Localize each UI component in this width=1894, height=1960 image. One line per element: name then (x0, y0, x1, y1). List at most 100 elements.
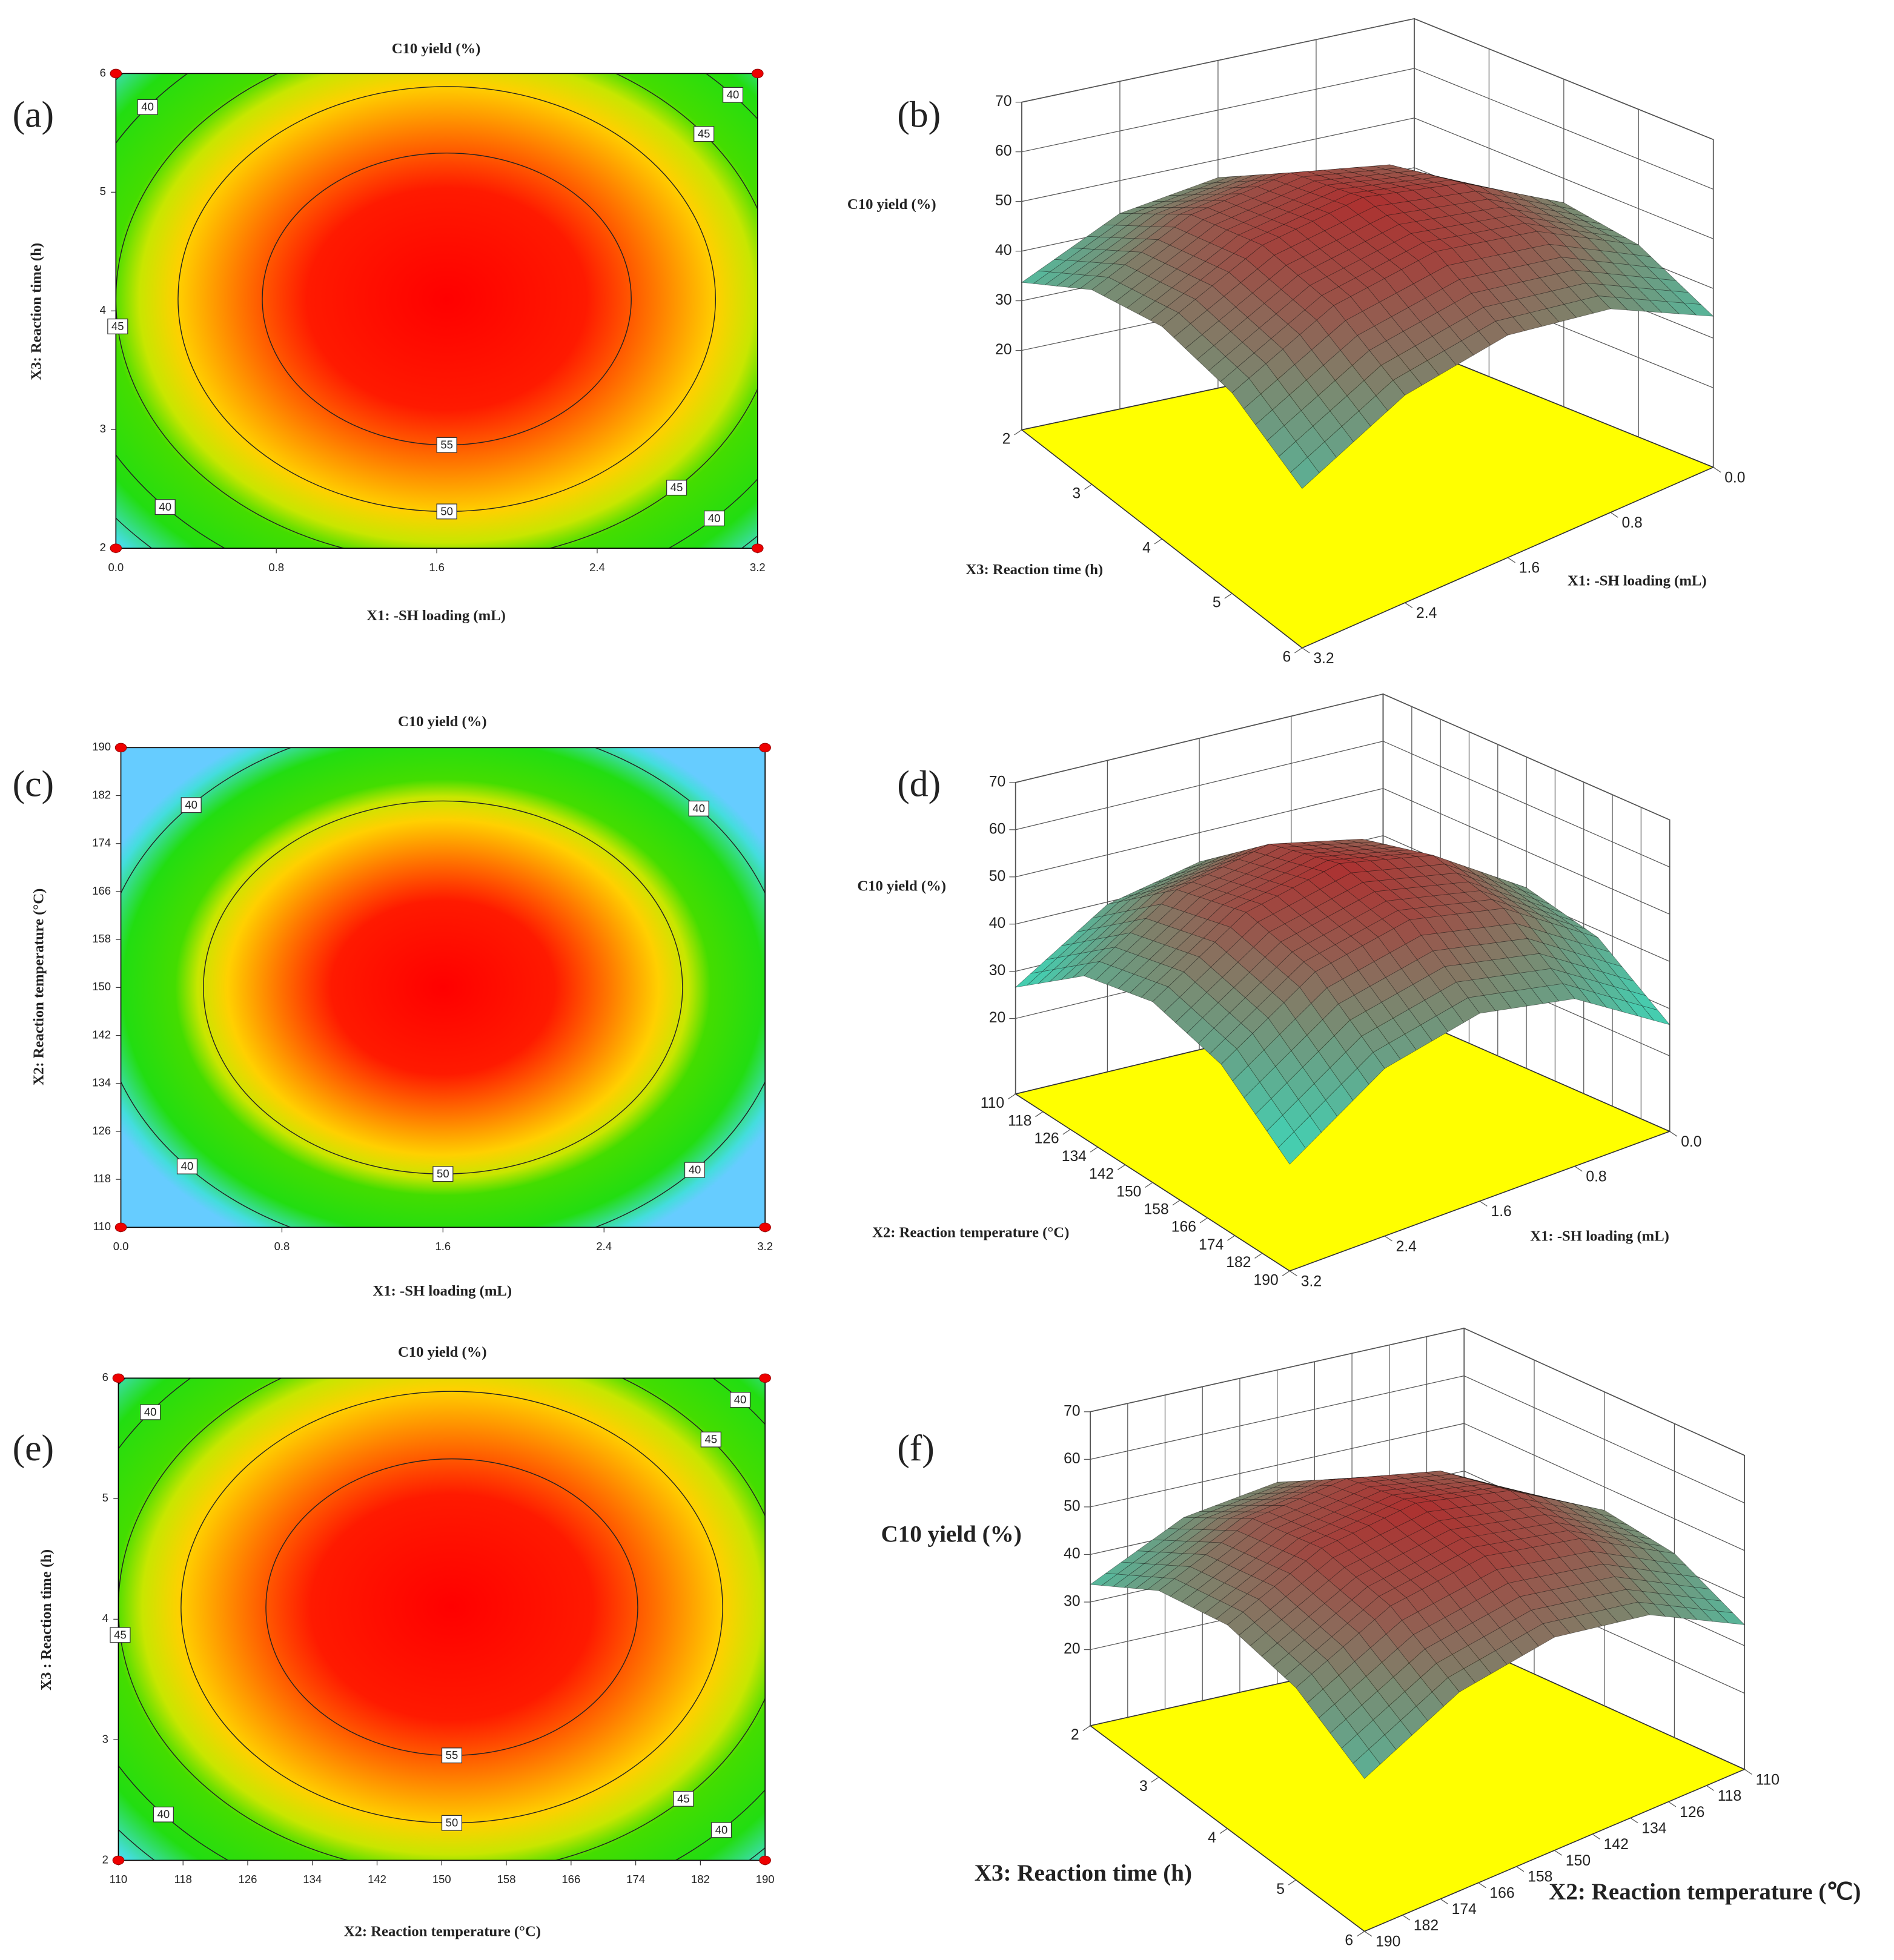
x-tick-label: 2.4 (1416, 605, 1437, 621)
chart-title: C10 yield (%) (398, 1344, 487, 1360)
x-tick (1610, 512, 1618, 518)
x-axis-label: X2: Reaction temperature (°C) (344, 1923, 541, 1939)
y-tick (1356, 1931, 1365, 1937)
x-tick-label: 142 (1604, 1836, 1629, 1853)
grid-line (1015, 741, 1670, 868)
x-tick (1713, 466, 1721, 473)
x-tick-label: 2.4 (589, 561, 605, 574)
x-tick-label: 166 (1489, 1885, 1514, 1901)
y-tick (1082, 1725, 1091, 1731)
y-tick-label: 118 (93, 1172, 111, 1185)
y-tick-label: 5 (1213, 595, 1221, 611)
x-tick-label: 3.2 (750, 561, 766, 574)
y-tick-label: 6 (1283, 649, 1291, 666)
contour-label: 55 (446, 1749, 459, 1761)
y-tick (1151, 1776, 1159, 1783)
contour-label: 40 (141, 101, 154, 113)
z-tick-label: 20 (989, 1010, 1005, 1026)
z-tick-label: 70 (995, 93, 1012, 110)
y-tick-label: 142 (1089, 1166, 1114, 1182)
design-point (112, 1373, 125, 1383)
contour-label: 45 (705, 1433, 718, 1446)
x-tick-label: 0.8 (1586, 1169, 1606, 1185)
y-tick-label: 6 (102, 1371, 108, 1383)
y-tick (1224, 593, 1233, 599)
y-axis-label: X2: Reaction temperature (°C) (872, 1224, 1069, 1240)
x-tick-label: 142 (368, 1873, 386, 1886)
x-tick-label: 182 (691, 1873, 710, 1886)
y-tick-label: 3 (1139, 1778, 1148, 1795)
x-axis-label: X1: -SH loading (mL) (373, 1283, 512, 1299)
contour-label: 40 (689, 1163, 701, 1176)
x-tick-label: 110 (1756, 1772, 1780, 1788)
grid-line (1015, 694, 1670, 821)
panel-label: (d) (897, 763, 941, 804)
contour-label: 40 (144, 1405, 157, 1418)
design-point (114, 743, 127, 753)
x-tick-label: 182 (1414, 1918, 1439, 1934)
surface-patch (1290, 457, 1320, 489)
y-tick (1154, 538, 1162, 545)
surface-patch (1353, 1749, 1381, 1780)
z-tick-label: 30 (1064, 1594, 1080, 1610)
contour-label-box (153, 1806, 174, 1823)
z-tick-label: 40 (989, 915, 1005, 932)
design-point (110, 543, 122, 553)
z-axis-label: C10 yield (%) (847, 196, 936, 213)
contour-label: 40 (734, 1393, 747, 1406)
y-tick-label: 4 (1208, 1830, 1216, 1846)
y-tick-label: 3 (1072, 486, 1081, 502)
x-axis-label: X1: -SH loading (mL) (1568, 572, 1707, 589)
y-tick-label: 190 (1254, 1272, 1279, 1288)
z-tick-label: 60 (1064, 1451, 1080, 1467)
design-point (752, 68, 764, 79)
y-tick-label: 158 (92, 932, 111, 945)
contour-label-box (176, 1158, 198, 1174)
x-tick (1507, 557, 1515, 563)
contour-label-box (710, 1822, 732, 1838)
grid-line (1021, 18, 1714, 140)
y-tick-label: 174 (1199, 1237, 1223, 1253)
x-tick-label: 3.2 (1313, 651, 1334, 667)
x-tick (1478, 1882, 1486, 1889)
x-tick-label: 118 (174, 1873, 192, 1886)
x-tick (1630, 1817, 1638, 1824)
contour-label-box (441, 1747, 463, 1764)
y-tick-label: 118 (1008, 1113, 1031, 1129)
grid-line (1090, 1423, 1745, 1551)
y-tick-label: 142 (92, 1028, 111, 1041)
y-tick (1199, 1217, 1208, 1223)
contour-label-box (684, 1162, 706, 1178)
x-tick-label: 174 (1452, 1901, 1477, 1918)
contour-label-box (137, 99, 158, 115)
z-tick-label: 20 (1064, 1641, 1080, 1657)
panel-label: (c) (13, 763, 54, 804)
y-tick-label: 2 (1002, 431, 1011, 448)
y-tick-label: 150 (1116, 1184, 1141, 1200)
design-point (759, 1222, 771, 1233)
x-tick (1440, 1898, 1448, 1904)
x-axis-label: X1: -SH loading (mL) (366, 608, 506, 624)
contour-label: 40 (715, 1823, 728, 1836)
y-tick (1288, 1879, 1296, 1886)
x-tick-label: 150 (1566, 1853, 1591, 1869)
y-tick-label: 4 (100, 303, 106, 316)
x-tick-label: 126 (239, 1873, 257, 1886)
plot-area (118, 1378, 766, 1861)
y-tick-label: 126 (92, 1124, 111, 1137)
x-tick-label: 174 (626, 1873, 645, 1886)
y-tick (1014, 429, 1022, 435)
contour-label-box (729, 1392, 751, 1408)
x-tick-label: 0.0 (113, 1240, 129, 1253)
y-tick (1084, 484, 1092, 490)
x-tick-label: 1.6 (429, 561, 445, 574)
contour-label-box (700, 1431, 721, 1448)
y-tick-label: 4 (102, 1612, 108, 1624)
y-tick-label: 190 (92, 740, 111, 753)
y-tick-label: 3 (100, 422, 106, 435)
z-tick-label: 60 (989, 821, 1005, 837)
x-tick (1554, 1850, 1563, 1856)
y-tick (1035, 1111, 1044, 1117)
z-tick-label: 30 (995, 292, 1012, 308)
